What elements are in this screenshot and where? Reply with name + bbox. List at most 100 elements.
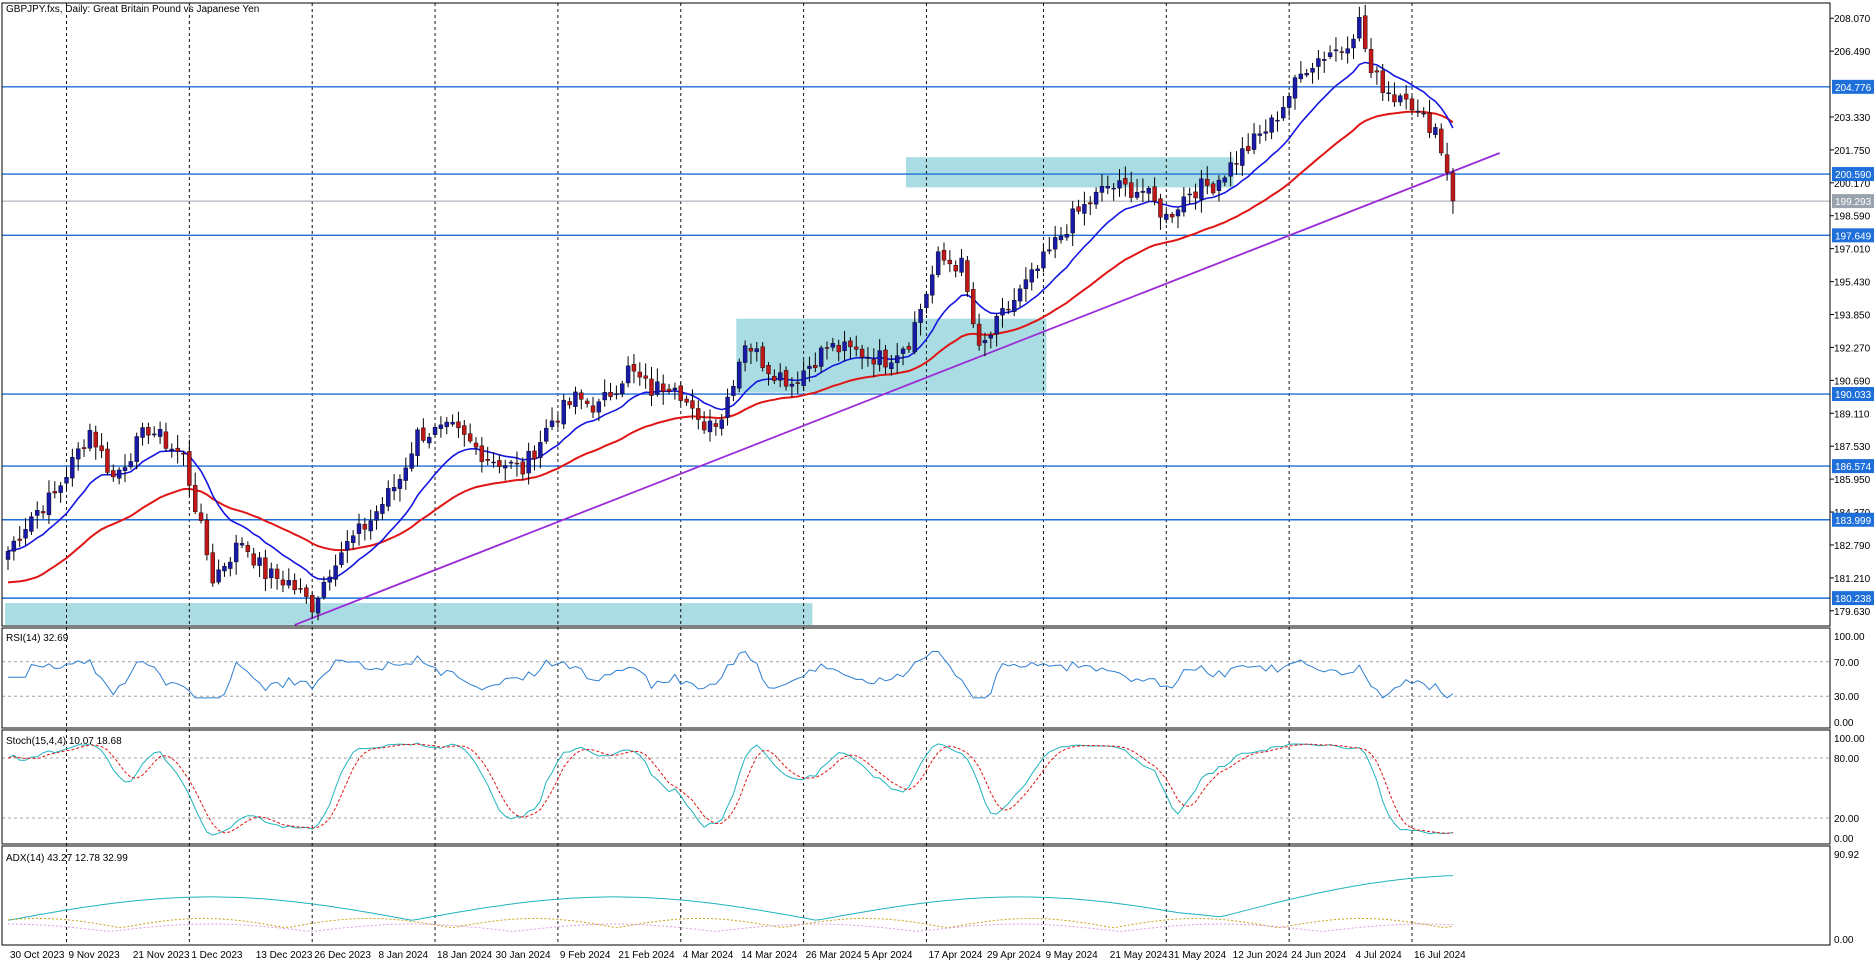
rsi-axis-label: 70.00 (1834, 658, 1859, 669)
candle-body (877, 350, 882, 365)
candle-body (1298, 73, 1304, 80)
candle-body (175, 447, 180, 452)
candle-body (233, 542, 239, 563)
candle-body (99, 445, 104, 452)
candle-body (52, 491, 57, 494)
candle-body (912, 322, 917, 353)
candle-body (1345, 48, 1350, 54)
candle-body (5, 550, 11, 560)
candle-body (1117, 180, 1122, 189)
time-axis-label: 4 Jul 2024 (1356, 950, 1403, 961)
candle-body (696, 408, 701, 420)
candle-body (1093, 191, 1099, 205)
candle-body (462, 425, 467, 435)
candle-body (590, 405, 596, 413)
candle-body (795, 382, 800, 384)
candle-body (1134, 192, 1140, 198)
candle-body (918, 308, 923, 323)
candle-body (456, 421, 461, 429)
rsi-line (8, 650, 1454, 699)
level-price-label: 200.590 (1835, 170, 1872, 181)
candle-body (807, 365, 812, 369)
candle-body (1029, 269, 1034, 283)
candle-body (29, 516, 34, 532)
candle-body (1082, 204, 1087, 214)
candle-body (1269, 117, 1274, 133)
candle-body (1210, 183, 1216, 194)
candle-body (614, 393, 619, 395)
candle-body (871, 359, 876, 365)
price-tick-label: 189.110 (1834, 409, 1870, 420)
candle-body (1427, 112, 1432, 133)
candle-body (157, 429, 163, 437)
moving-averages (7, 61, 1454, 584)
level-price-label: 197.649 (1835, 231, 1872, 242)
candle-body (637, 371, 642, 378)
pane-frame (1, 627, 1831, 729)
stoch-axis-label: 100.00 (1834, 734, 1865, 745)
candle-body (1123, 178, 1128, 185)
candle-body (1286, 96, 1292, 108)
candle-body (17, 538, 22, 541)
candle-body (134, 436, 139, 462)
candle-body (1006, 308, 1011, 311)
candle-body (1240, 148, 1245, 166)
candle-body (263, 557, 268, 580)
candle-body (1351, 38, 1356, 49)
candle-body (672, 387, 678, 391)
candle-body (1181, 196, 1187, 213)
candle-body (368, 520, 373, 532)
candle-body (93, 431, 98, 448)
level-price-tag (1832, 591, 1874, 606)
candle-body (1035, 268, 1040, 272)
candle-body (1076, 206, 1081, 212)
candle-body (900, 348, 906, 354)
rsi-axis-label: 100.00 (1834, 632, 1865, 643)
candle-body (286, 580, 291, 586)
candle-body (491, 461, 496, 464)
candle-body (906, 346, 912, 350)
candle-body (1064, 234, 1070, 238)
candles-layer (5, 4, 1456, 621)
candle-body (742, 345, 748, 363)
candle-body (1357, 17, 1362, 39)
candle-body (783, 370, 789, 387)
price-tick-label: 185.950 (1834, 475, 1871, 486)
candle-body (953, 265, 958, 272)
candle-body (561, 399, 566, 425)
level-price-label: 204.776 (1835, 83, 1872, 94)
candle-body (163, 431, 169, 449)
candle-body (210, 552, 215, 584)
candle-body (625, 365, 631, 384)
candle-body (81, 447, 87, 450)
adx-label: ADX(14) 43.27 12.78 32.99 (6, 853, 128, 864)
candle-body (58, 485, 63, 493)
level-price-label: 183.999 (1835, 516, 1872, 527)
level-price-tag (1832, 228, 1874, 243)
candle-body (1128, 182, 1134, 198)
candle-body (374, 511, 379, 521)
candle-body (503, 465, 508, 469)
candle-body (421, 427, 426, 441)
price-tick-label: 198.590 (1834, 212, 1871, 223)
candle-body (643, 375, 648, 379)
adx-line (7, 875, 1453, 921)
candle-body (514, 462, 520, 465)
stoch-label: Stoch(15,4,4) 10.07 18.68 (6, 736, 122, 747)
time-axis-label: 9 Nov 2023 (69, 950, 121, 961)
price-tick-label: 208.070 (1834, 14, 1871, 25)
level-price-tag (1832, 512, 1874, 527)
candle-body (216, 569, 221, 583)
time-axis-label: 12 Jun 2024 (1233, 950, 1288, 961)
candle-body (772, 375, 777, 381)
candle-body (386, 488, 391, 507)
time-axis-label: 21 Nov 2023 (133, 950, 190, 961)
candle-body (930, 274, 935, 296)
time-axis-label: 8 Jan 2024 (379, 950, 429, 961)
candle-body (655, 381, 660, 395)
candle-body (842, 341, 847, 352)
candle-body (1105, 186, 1111, 189)
candle-body (1392, 94, 1397, 103)
adx-axis-label: 90.92 (1834, 850, 1859, 861)
level-price-label: 186.574 (1835, 462, 1872, 473)
